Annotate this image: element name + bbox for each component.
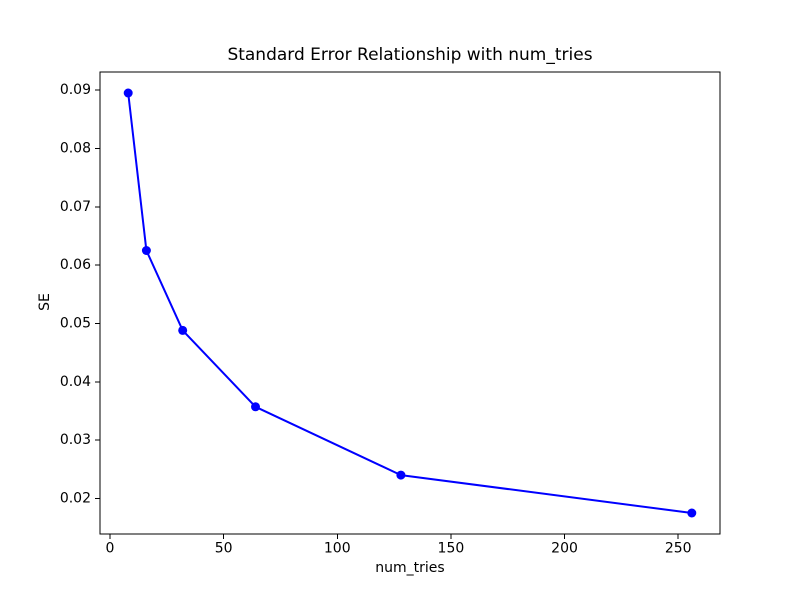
data-point-marker: [396, 470, 406, 480]
y-tick-label: 0.05: [60, 315, 91, 331]
x-axis-label: num_tries: [375, 560, 445, 576]
data-point-marker: [123, 88, 133, 98]
y-tick-label: 0.06: [60, 257, 91, 273]
x-tick-label: 50: [215, 541, 233, 557]
plot-border: [99, 71, 721, 535]
y-tick-label: 0.04: [60, 374, 91, 390]
y-tick-label: 0.02: [60, 490, 91, 506]
y-tick-label: 0.07: [60, 199, 91, 215]
y-tick-label: 0.08: [60, 140, 91, 156]
x-tick-label: 0: [106, 541, 115, 557]
data-point-marker: [251, 402, 260, 412]
series-line: [127, 92, 693, 514]
data-point-marker: [141, 246, 151, 255]
y-axis-label: SE: [37, 293, 53, 311]
x-tick-label: 150: [438, 541, 465, 557]
chart-title: Standard Error Relationship with num_tri…: [227, 45, 593, 65]
y-tick-label: 0.09: [60, 82, 91, 98]
y-tick-label: 0.03: [60, 432, 91, 448]
x-tick-label: 200: [551, 541, 578, 557]
x-tick-label: 100: [324, 541, 351, 557]
x-tick-label: 250: [665, 541, 692, 557]
data-point-marker: [687, 508, 697, 518]
axes-layer: 0 50 100 150 200 250 0.02 0.03 0.04 0.05 0.06 0.07 0…: [60, 71, 721, 557]
data-point-marker: [178, 325, 188, 335]
data-series-layer: [123, 88, 697, 518]
